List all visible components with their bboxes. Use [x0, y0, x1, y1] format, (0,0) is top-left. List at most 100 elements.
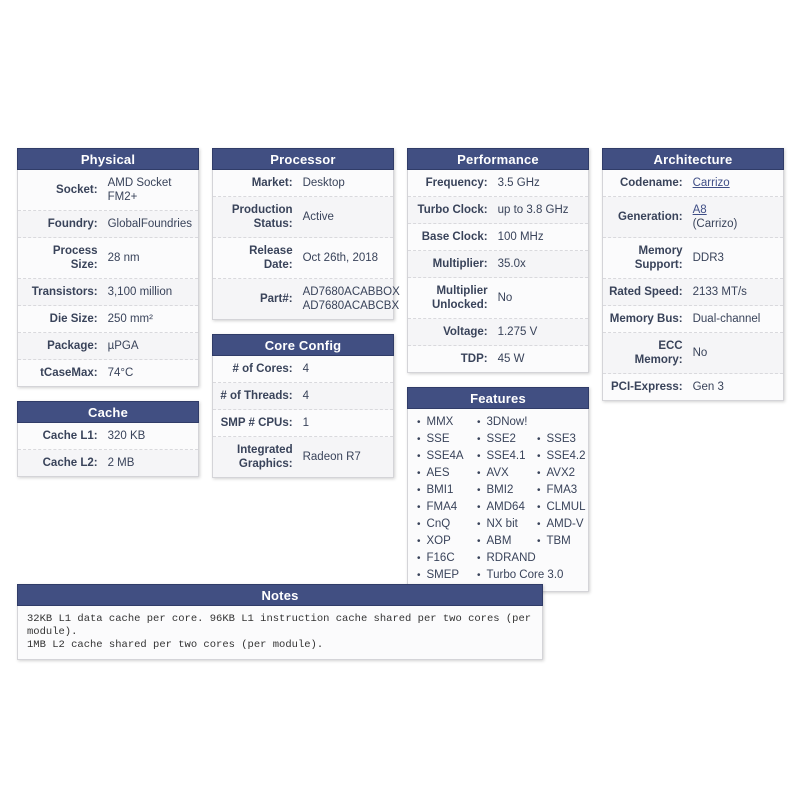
spec-value: Desktop: [302, 177, 345, 189]
spec-label: PCI-Express:: [611, 381, 683, 393]
architecture-table-rows: Codename: Carrizo Generation: A8 (Carrizo) Me…: [603, 170, 783, 400]
spec-value: 35.0x: [497, 258, 526, 270]
bullet-icon: •: [417, 519, 421, 530]
spec-value-link[interactable]: A8: [692, 204, 707, 216]
feature-label: SSE4A: [426, 450, 464, 462]
spec-label: Multiplier Unlocked:: [432, 285, 488, 311]
column-performance-features: Performance Frequency: 3.5 GHz Turbo Clock…: [407, 148, 589, 592]
feature-label: TBM: [546, 535, 571, 547]
spec-value: 320 KB: [107, 430, 146, 442]
feature-label: AVX: [486, 467, 509, 479]
feature-label: CLMUL: [546, 501, 586, 513]
core-config-table-rows: # of Cores: 4 # of Threads: 4 SMP # CPUs: 1 In…: [213, 356, 393, 477]
spec-label: tCaseMax:: [40, 367, 98, 379]
feature-label: RDRAND: [486, 552, 536, 564]
feature-item: • F16C: [408, 550, 468, 567]
feature-item: • AMD-V: [528, 516, 588, 533]
spec-row: Socket: AMD Socket FM2+: [18, 170, 198, 211]
feature-label: NX bit: [486, 518, 518, 530]
spec-row: Base Clock: 100 MHz: [408, 224, 588, 251]
spec-row: Transistors: 3,100 million: [18, 279, 198, 306]
spec-label: Generation:: [618, 211, 683, 223]
bullet-icon: •: [476, 502, 481, 513]
cache-table-rows: Cache L1: 320 KB Cache L2: 2 MB: [18, 423, 198, 476]
bullet-icon: •: [536, 502, 541, 513]
bullet-icon: •: [476, 536, 481, 547]
spec-label: Frequency:: [425, 177, 488, 189]
bullet-icon: •: [417, 434, 421, 445]
feature-label: SSE: [426, 433, 450, 445]
spec-row: Release Date: Oct 26th, 2018: [213, 238, 393, 279]
performance-table: Performance Frequency: 3.5 GHz Turbo Clock…: [407, 148, 589, 373]
spec-value: 3.5 GHz: [497, 177, 540, 189]
spec-label: Market:: [251, 177, 293, 189]
spec-label: Base Clock:: [421, 231, 488, 243]
spec-label: Transistors:: [31, 286, 98, 298]
bullet-icon: •: [476, 468, 481, 479]
spec-label: Package:: [47, 340, 98, 352]
feature-label: SSE4.1: [486, 450, 526, 462]
core-config-table-title: Core Config: [212, 334, 394, 356]
feature-item: • ABM: [468, 533, 528, 550]
spec-label: Socket:: [56, 184, 98, 196]
feature-item: • SMEP: [408, 567, 468, 584]
spec-label: # of Threads:: [220, 390, 293, 402]
column-architecture: Architecture Codename: Carrizo Generation:…: [602, 148, 784, 401]
spec-label: Production Status:: [231, 204, 293, 230]
spec-value: 4: [302, 390, 309, 402]
feature-item: • SSE4.2: [528, 448, 588, 465]
spec-value: Dual-channel: [692, 313, 761, 325]
bullet-icon: •: [476, 485, 481, 496]
feature-label: BMI1: [426, 484, 454, 496]
spec-row: Die Size: 250 mm²: [18, 306, 198, 333]
feature-item: • SSE4.1: [468, 448, 528, 465]
feature-label: MMX: [426, 416, 454, 428]
spec-label: Cache L2:: [42, 457, 98, 469]
spec-row: Multiplier Unlocked: No: [408, 278, 588, 319]
spec-label: Die Size:: [49, 313, 98, 325]
bullet-icon: •: [476, 417, 481, 428]
feature-label: SSE3: [546, 433, 576, 445]
feature-label: AVX2: [546, 467, 576, 479]
physical-table: Physical Socket: AMD Socket FM2+ Foundry: G…: [17, 148, 199, 387]
feature-item: • NX bit: [468, 516, 528, 533]
feature-item: • AMD64: [468, 499, 528, 516]
column-processor-coreconfig: Processor Market: Desktop Production Statu…: [212, 148, 400, 478]
spec-value: 45 W: [497, 353, 525, 365]
spec-label: Codename:: [619, 177, 683, 189]
feature-item: • MMX: [408, 414, 468, 431]
spec-label: Memory Bus:: [609, 313, 683, 325]
feature-item: • AVX2: [528, 465, 588, 482]
spec-label: Foundry:: [47, 218, 98, 230]
spec-label: SMP # CPUs:: [220, 417, 293, 429]
notes-table-title: Notes: [17, 584, 543, 606]
spec-row: Rated Speed: 2133 MT/s: [603, 279, 783, 306]
feature-item: • SSE4A: [408, 448, 468, 465]
spec-row: Market: Desktop: [213, 170, 393, 197]
spec-value-link[interactable]: Carrizo: [692, 177, 730, 189]
feature-label: SSE4.2: [546, 450, 586, 462]
spec-row: SMP # CPUs: 1: [213, 410, 393, 437]
feature-item: • SSE: [408, 431, 468, 448]
bullet-icon: •: [476, 519, 481, 530]
bullet-icon: •: [536, 536, 541, 547]
feature-label: AES: [426, 467, 450, 479]
spec-row: PCI-Express: Gen 3: [603, 374, 783, 400]
spec-row: Multiplier: 35.0x: [408, 251, 588, 278]
spec-value: µPGA: [107, 340, 139, 352]
spec-value: 74°C: [107, 367, 134, 379]
spec-value: up to 3.8 GHz: [497, 204, 569, 216]
spec-row: Part#: AD7680ACABBOX AD7680ACABCBX: [213, 279, 400, 319]
notes-table: Notes 32KB L1 data cache per core. 96KB …: [17, 584, 543, 660]
bullet-icon: •: [417, 468, 421, 479]
feature-label: 3DNow!: [486, 416, 528, 428]
spec-label: Cache L1:: [42, 430, 98, 442]
feature-label: SSE2: [486, 433, 516, 445]
spec-label: Part#:: [259, 293, 293, 305]
feature-item: • CLMUL: [528, 499, 588, 516]
cache-table-title: Cache: [17, 401, 199, 423]
spec-label: Voltage:: [443, 326, 488, 338]
spec-value: Radeon R7: [302, 451, 361, 463]
spec-row: # of Cores: 4: [213, 356, 393, 383]
